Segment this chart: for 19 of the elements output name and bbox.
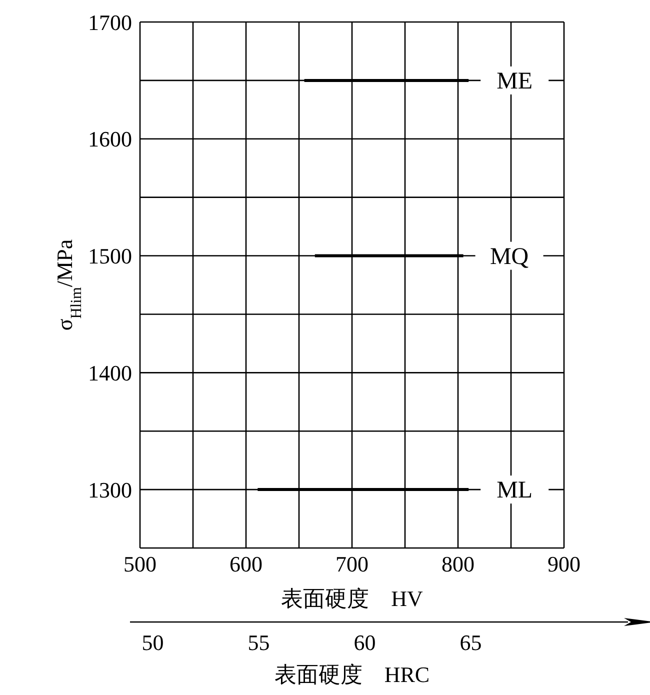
x-tick-label: 800	[442, 552, 474, 577]
series-label: MQ	[490, 244, 529, 270]
x2-tick-label: 60	[354, 630, 376, 655]
y-tick-label: 1300	[88, 477, 132, 502]
x2-tick-label: 65	[460, 630, 482, 655]
x-tick-label: 900	[548, 552, 580, 577]
x-tick-label: 600	[230, 552, 262, 577]
x-tick-label: 500	[124, 552, 156, 577]
x-tick-label: 700	[336, 552, 368, 577]
series-label: ME	[496, 68, 533, 94]
series-label: ML	[496, 478, 533, 504]
x2-tick-label: 50	[142, 630, 164, 655]
y-tick-label: 1400	[88, 360, 132, 386]
x2-tick-label: 55	[248, 630, 270, 655]
x-axis-title: 表面硬度 HV	[281, 586, 423, 611]
y-tick-label: 1600	[88, 126, 132, 152]
x2-axis-title: 表面硬度 HRC	[274, 662, 430, 687]
y-tick-label: 1500	[88, 244, 132, 269]
y-tick-label: 1700	[88, 10, 132, 35]
